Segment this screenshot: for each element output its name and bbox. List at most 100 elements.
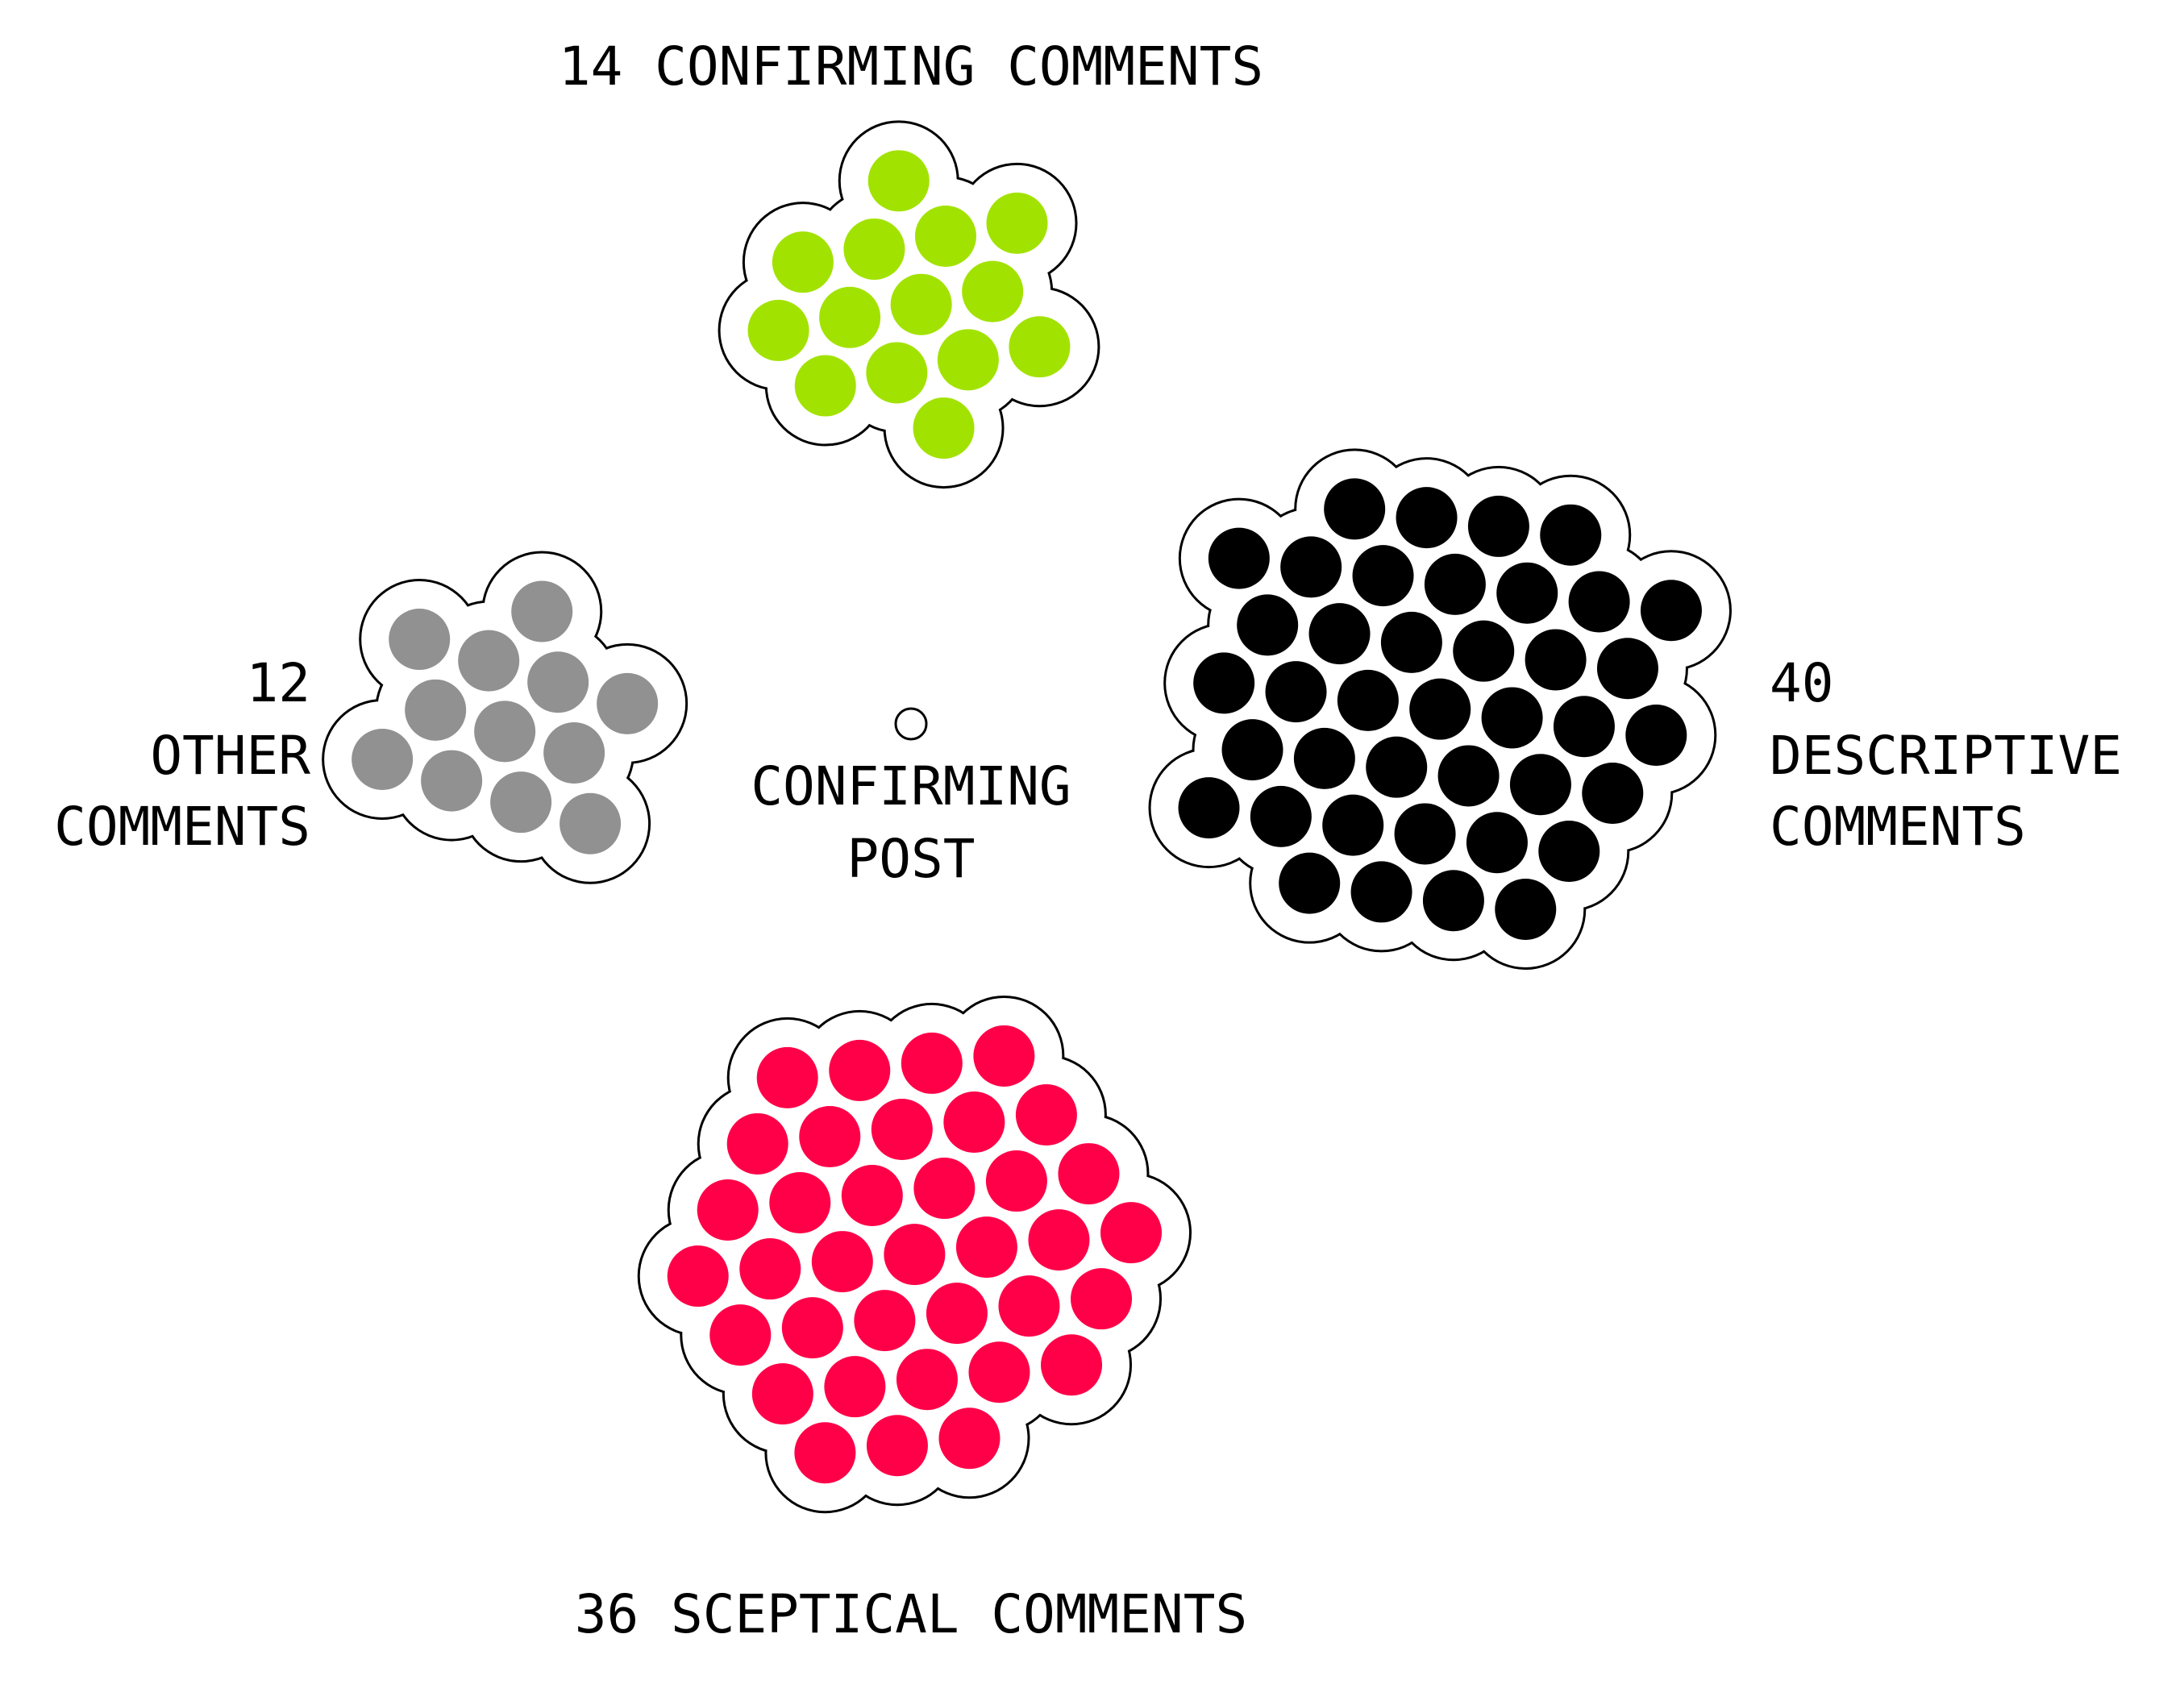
sceptical-comment-dot bbox=[1058, 1143, 1120, 1205]
other-comment-dot bbox=[389, 609, 451, 671]
sceptical-comment-dot bbox=[1041, 1334, 1103, 1396]
confirming-comment-dot bbox=[962, 260, 1024, 322]
center-layer: CONFIRMING POST bbox=[751, 707, 1071, 890]
descriptive-comment-dot bbox=[1509, 754, 1571, 816]
confirming-comment-dot bbox=[843, 218, 905, 281]
sceptical-comment-dot bbox=[799, 1105, 861, 1167]
confirming-comment-dot bbox=[772, 231, 834, 293]
sceptical-cluster bbox=[637, 995, 1192, 1514]
other-comment-dot bbox=[511, 580, 573, 642]
other-comment-dot bbox=[421, 750, 483, 812]
other-label-line-3: COMMENTS bbox=[54, 796, 310, 858]
descriptive-comment-dot bbox=[1466, 812, 1528, 874]
sceptical-comment-dot bbox=[1100, 1202, 1163, 1264]
descriptive-comment-dot bbox=[1324, 478, 1386, 540]
descriptive-comment-dot bbox=[1394, 803, 1456, 865]
descriptive-comment-dot bbox=[1453, 620, 1515, 682]
descriptive-comment-dot bbox=[1496, 562, 1558, 624]
descriptive-comment-dot bbox=[1467, 495, 1529, 557]
confirming-comment-dot bbox=[913, 397, 975, 459]
sceptical-comment-dot bbox=[769, 1172, 831, 1234]
confirming-comment-dot bbox=[986, 192, 1048, 254]
descriptive-comment-dot bbox=[1265, 661, 1327, 723]
sceptical-comment-dot bbox=[871, 1098, 933, 1160]
other-comment-dot bbox=[474, 701, 536, 763]
descriptive-comment-dot bbox=[1409, 678, 1471, 740]
sceptical-label: 36 SCEPTICAL COMMENTS bbox=[575, 1583, 1247, 1645]
center-label-line-2: POST bbox=[847, 828, 976, 890]
descriptive-comment-dot bbox=[1540, 504, 1602, 566]
confirming-comment-dot bbox=[937, 329, 999, 391]
descriptive-comment-dot bbox=[1337, 669, 1399, 731]
other-label-line-1: 12 bbox=[247, 652, 310, 714]
descriptive-label-line-2: DESCRIPTIVE bbox=[1770, 725, 2122, 787]
confirming-comment-dot bbox=[794, 355, 856, 417]
other-comment-dot bbox=[490, 771, 552, 834]
sceptical-comment-dot bbox=[938, 1407, 1000, 1470]
other-comment-dot bbox=[527, 651, 589, 713]
descriptive-comment-dot bbox=[1481, 687, 1543, 749]
descriptive-comment-dot bbox=[1422, 870, 1484, 932]
sceptical-comment-dot bbox=[1028, 1209, 1090, 1271]
confirming-cluster bbox=[718, 120, 1100, 489]
confirming-post-marker bbox=[894, 707, 928, 741]
sceptical-comment-dot bbox=[756, 1046, 818, 1108]
descriptive-comment-dot bbox=[1293, 727, 1355, 789]
descriptive-comment-dot bbox=[1437, 745, 1500, 807]
sceptical-comment-dot bbox=[781, 1297, 843, 1359]
descriptive-comment-dot bbox=[1538, 820, 1600, 882]
descriptive-comment-dot bbox=[1495, 878, 1557, 940]
sceptical-comment-dot bbox=[955, 1216, 1017, 1279]
descriptive-comment-dot bbox=[1640, 580, 1702, 642]
sceptical-comment-dot bbox=[829, 1039, 891, 1101]
confirming-comment-dot bbox=[890, 273, 952, 335]
descriptive-comment-dot bbox=[1322, 794, 1384, 856]
descriptive-comment-dot bbox=[1366, 736, 1428, 798]
sceptical-comment-dot bbox=[985, 1150, 1047, 1212]
confirming-comment-dot bbox=[866, 342, 928, 404]
descriptive-comment-dot bbox=[1279, 852, 1341, 914]
descriptive-comment-dot bbox=[1250, 785, 1312, 847]
other-comment-dot bbox=[597, 672, 659, 734]
sceptical-comment-dot bbox=[998, 1275, 1060, 1337]
sceptical-comment-dot bbox=[854, 1290, 916, 1352]
clusters-layer bbox=[322, 120, 1732, 1514]
descriptive-comment-dot bbox=[1193, 652, 1255, 714]
other-comment-dot bbox=[352, 728, 414, 790]
sceptical-comment-dot bbox=[751, 1363, 813, 1425]
descriptive-comment-dot bbox=[1237, 594, 1299, 656]
sceptical-comment-dot bbox=[943, 1091, 1005, 1153]
descriptive-comment-dot bbox=[1568, 571, 1630, 633]
sceptical-comment-dot bbox=[739, 1238, 801, 1300]
descriptive-comment-dot bbox=[1596, 638, 1658, 700]
descriptive-comment-dot bbox=[1625, 704, 1687, 766]
descriptive-comment-dot bbox=[1424, 553, 1486, 615]
sceptical-comment-dot bbox=[968, 1341, 1030, 1403]
sceptical-comment-dot bbox=[794, 1422, 856, 1484]
sceptical-comment-dot bbox=[709, 1304, 772, 1366]
sceptical-comment-dot bbox=[896, 1349, 958, 1411]
sceptical-comment-dot bbox=[726, 1112, 788, 1175]
confirming-comment-dot bbox=[819, 286, 881, 348]
descriptive-label-line-1: 40 bbox=[1770, 652, 1833, 714]
other-comment-dot bbox=[458, 630, 520, 692]
sceptical-comment-dot bbox=[697, 1179, 759, 1241]
sceptical-comment-dot bbox=[824, 1356, 886, 1418]
descriptive-comment-dot bbox=[1178, 777, 1240, 839]
other-comment-dot bbox=[560, 792, 622, 854]
other-cluster bbox=[322, 551, 688, 884]
sceptical-comment-dot bbox=[926, 1283, 988, 1345]
sceptical-comment-dot bbox=[973, 1025, 1035, 1087]
labels-layer: 14 CONFIRMING COMMENTS 12 OTHER COMMENTS… bbox=[54, 35, 2122, 1645]
other-comment-dot bbox=[543, 722, 605, 784]
descriptive-comment-dot bbox=[1208, 527, 1270, 589]
confirming-label: 14 CONFIRMING COMMENTS bbox=[559, 35, 1263, 98]
sceptical-comment-dot bbox=[667, 1245, 729, 1308]
descriptive-comment-dot bbox=[1582, 762, 1644, 824]
descriptive-comment-dot bbox=[1280, 536, 1342, 598]
descriptive-comment-dot bbox=[1221, 719, 1283, 781]
sceptical-comment-dot bbox=[841, 1165, 903, 1227]
descriptive-comment-dot bbox=[1350, 861, 1412, 923]
other-label-line-2: OTHER bbox=[150, 725, 310, 787]
